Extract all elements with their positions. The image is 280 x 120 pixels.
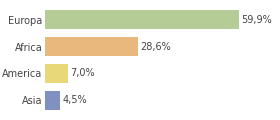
Text: 4,5%: 4,5% xyxy=(62,95,87,105)
Text: 28,6%: 28,6% xyxy=(140,42,171,52)
Text: 59,9%: 59,9% xyxy=(241,15,272,25)
Text: 7,0%: 7,0% xyxy=(70,68,95,78)
Bar xyxy=(45,91,60,110)
Bar xyxy=(45,64,68,83)
Bar xyxy=(45,37,137,56)
Bar xyxy=(45,10,239,29)
